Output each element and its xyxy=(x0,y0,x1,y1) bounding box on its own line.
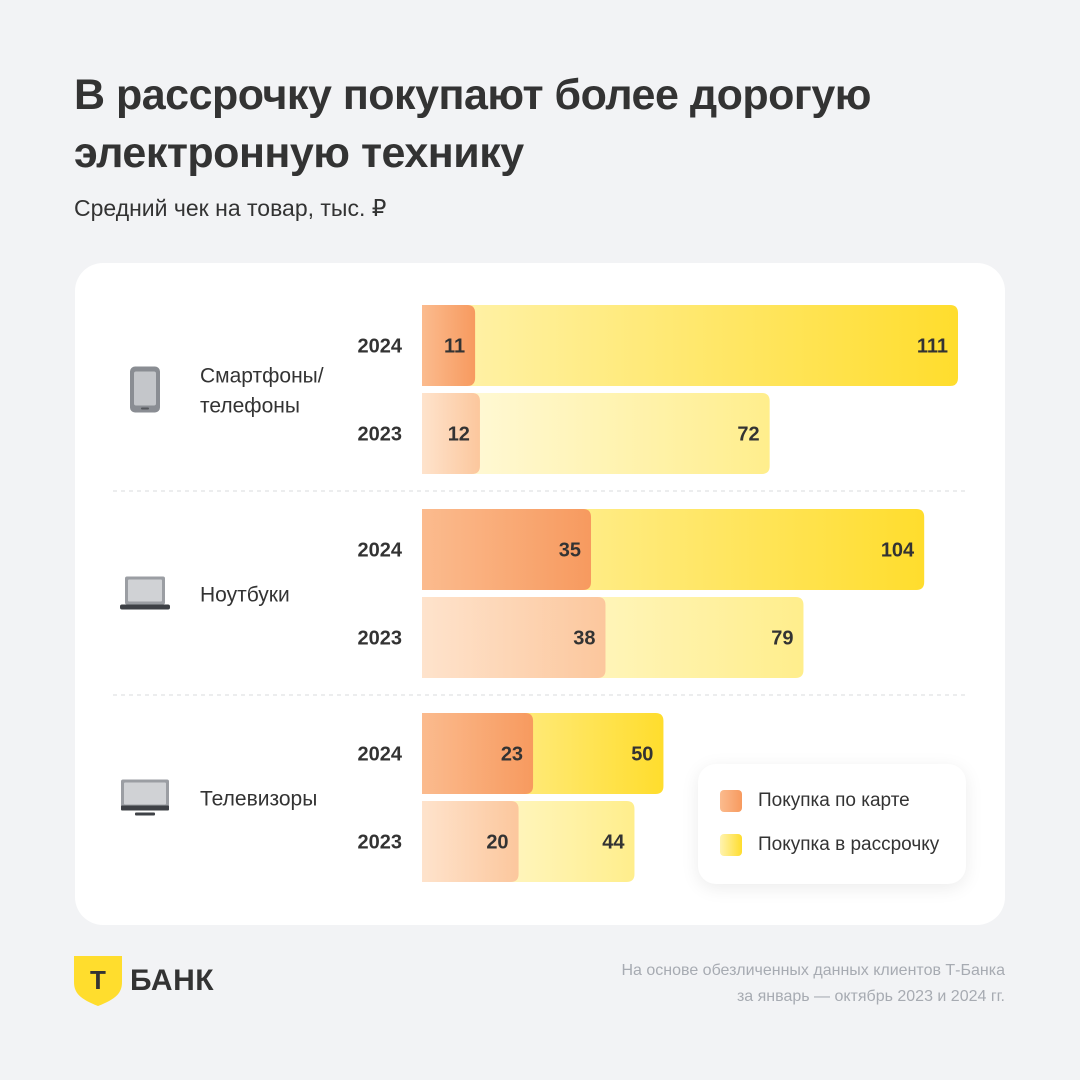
category-label-1-0: Ноутбуки xyxy=(200,584,290,607)
bar-installment-0-2024 xyxy=(422,305,958,386)
chart-legend: Покупка по карте Покупка в рассрочку xyxy=(698,764,966,884)
category-label-2-0: Телевизоры xyxy=(200,788,317,811)
footnote: На основе обезличенных данных клиентов Т… xyxy=(621,958,1005,1010)
footnote-line-2: за январь — октябрь 2023 и 2024 гг. xyxy=(736,988,1005,1005)
tv-stand xyxy=(135,812,155,816)
tbank-logo: Т БАНК xyxy=(74,956,214,1006)
value-label-installment-1-2024: 104 xyxy=(881,540,915,562)
logo-letter: Т xyxy=(90,965,106,995)
tbank-shield-icon: Т xyxy=(74,956,122,1006)
value-label-installment-0-2023: 72 xyxy=(737,424,759,446)
value-label-card-0-2024: 11 xyxy=(444,336,465,358)
year-label-2023-0: 2023 xyxy=(358,424,403,446)
bar-card-2-2023 xyxy=(422,801,519,882)
value-label-card-0-2023: 12 xyxy=(448,424,470,446)
bar-installment-0-2023 xyxy=(422,393,770,474)
value-label-card-2-2024: 23 xyxy=(501,744,523,766)
year-label-2023-2: 2023 xyxy=(358,832,403,854)
bar-card-0-2024 xyxy=(422,305,476,386)
legend-item-card: Покупка по карте xyxy=(720,790,910,812)
legend-swatch-card xyxy=(720,790,742,812)
logo-text: БАНК xyxy=(130,964,215,997)
chart-subtitle: Средний чек на товар, тыс. ₽ xyxy=(74,195,387,221)
value-label-installment-0-2024: 111 xyxy=(917,336,948,358)
year-label-2024-0: 2024 xyxy=(358,336,403,358)
page-title: В рассрочку покупают более дорогую элект… xyxy=(74,66,974,182)
title-line-1: В рассрочку покупают более дорогую xyxy=(74,71,871,119)
smartphone-screen xyxy=(134,371,156,406)
value-label-card-2-2023: 20 xyxy=(486,832,508,854)
smartphone-button xyxy=(141,407,149,410)
tv-screen xyxy=(124,782,166,805)
legend-label-card: Покупка по карте xyxy=(758,790,910,811)
year-label-2023-1: 2023 xyxy=(358,628,403,650)
footnote-line-1: На основе обезличенных данных клиентов Т… xyxy=(621,962,1005,979)
category-label-0-1: телефоны xyxy=(200,395,300,418)
legend-item-installment: Покупка в рассрочку xyxy=(720,834,939,856)
laptop-base xyxy=(120,604,170,610)
bar-card-0-2023 xyxy=(422,393,480,474)
bar-card-1-2024 xyxy=(422,509,592,590)
year-label-2024-1: 2024 xyxy=(358,540,403,562)
value-label-card-1-2023: 38 xyxy=(573,628,595,650)
bar-card-2-2024 xyxy=(422,713,534,794)
legend-label-installment: Покупка в рассрочку xyxy=(758,834,940,855)
legend-swatch-installment xyxy=(720,834,742,856)
tv-bezel xyxy=(121,805,169,811)
laptop-screen xyxy=(128,579,162,602)
value-label-installment-1-2023: 79 xyxy=(771,628,793,650)
bar-card-1-2023 xyxy=(422,597,606,678)
value-label-card-1-2024: 35 xyxy=(559,540,581,562)
year-label-2024-2: 2024 xyxy=(358,744,403,766)
title-line-2: электронную технику xyxy=(74,129,524,177)
category-label-0-0: Смартфоны/ xyxy=(200,365,324,388)
value-label-installment-2-2023: 44 xyxy=(602,832,625,854)
value-label-installment-2-2024: 50 xyxy=(631,744,653,766)
